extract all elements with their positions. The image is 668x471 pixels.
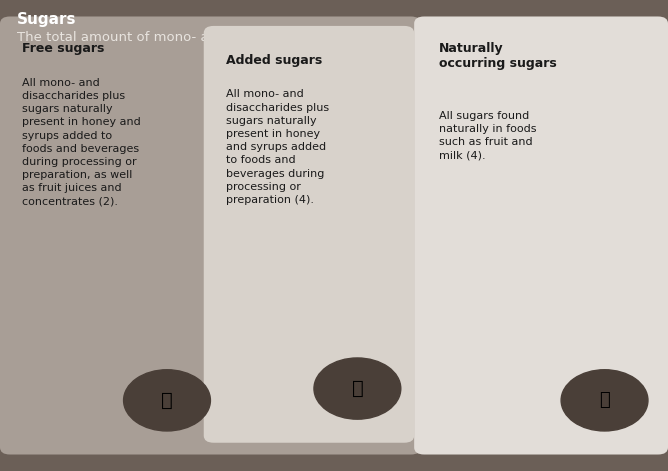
Text: 🍯: 🍯 (351, 379, 363, 398)
Text: All sugars found
naturally in foods
such as fruit and
milk (4).: All sugars found naturally in foods such… (439, 111, 536, 160)
FancyBboxPatch shape (0, 16, 421, 455)
Text: All mono- and
disaccharides plus
sugars naturally
present in honey
and syrups ad: All mono- and disaccharides plus sugars … (226, 89, 329, 205)
Text: The total amount of mono- and disaccharides in a food (2).: The total amount of mono- and disacchari… (17, 31, 411, 44)
FancyBboxPatch shape (204, 26, 414, 443)
Text: Free sugars: Free sugars (22, 42, 104, 56)
Text: Added sugars: Added sugars (226, 54, 322, 67)
Text: Sugars: Sugars (17, 12, 76, 27)
FancyBboxPatch shape (414, 16, 668, 455)
Text: 🥛: 🥛 (599, 391, 610, 409)
Circle shape (561, 370, 648, 431)
Circle shape (124, 370, 210, 431)
Text: All mono- and
disaccharides plus
sugars naturally
present in honey and
syrups ad: All mono- and disaccharides plus sugars … (22, 78, 141, 206)
Text: Naturally
occurring sugars: Naturally occurring sugars (439, 42, 556, 70)
Text: 🍊: 🍊 (161, 391, 173, 410)
Circle shape (314, 358, 401, 419)
